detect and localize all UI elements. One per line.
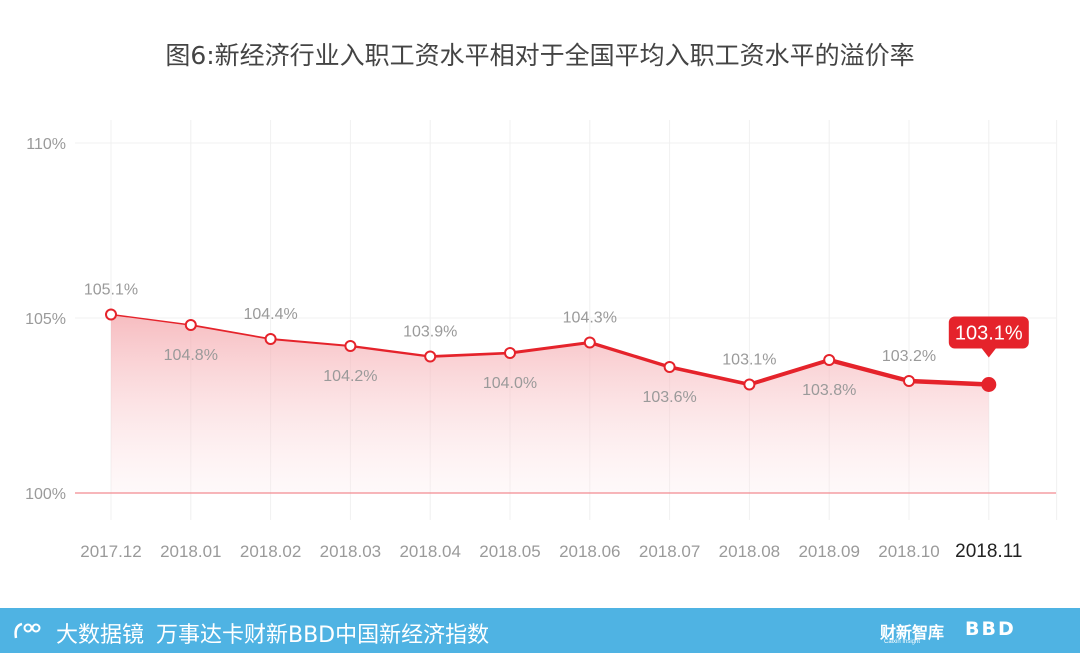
data-point bbox=[184, 319, 197, 331]
line-chart: 110% 105% 100% 105.1% 104.8% 104.4% 104.2% 103.… bbox=[25, 120, 1058, 562]
logo-caixin-sub: Caixin Insight bbox=[884, 639, 921, 645]
x-tick-label: 2018.06 bbox=[559, 542, 620, 561]
x-tick-label: 2018.04 bbox=[399, 542, 460, 561]
series-line-segment bbox=[428, 351, 512, 358]
logo-caixin: 财新智库 bbox=[880, 623, 945, 642]
footer-tagline: 万事达卡财新BBD中国新经济指数 bbox=[156, 623, 490, 648]
data-point bbox=[583, 336, 596, 349]
data-label: 104.8% bbox=[164, 347, 218, 364]
x-tick-label: 2018.11 bbox=[955, 541, 1022, 562]
series-line-segment bbox=[667, 365, 752, 387]
x-tick-label: 2018.10 bbox=[878, 542, 939, 561]
data-label: 103.8% bbox=[802, 382, 856, 399]
data-label: 104.2% bbox=[323, 368, 377, 385]
data-label: 103.2% bbox=[882, 348, 936, 365]
data-point bbox=[823, 354, 836, 366]
logo-bbd: BBD bbox=[965, 618, 1016, 640]
data-point bbox=[264, 333, 277, 345]
data-label: 103.9% bbox=[403, 324, 457, 341]
series-line-segment bbox=[110, 313, 192, 326]
series-line-segment bbox=[189, 324, 272, 340]
x-tick-label: 2018.07 bbox=[639, 542, 700, 561]
data-point bbox=[105, 308, 117, 321]
x-tick-label: 2018.09 bbox=[798, 542, 859, 561]
x-tick-label: 2018.05 bbox=[479, 542, 540, 561]
series-line-segment bbox=[906, 378, 992, 387]
footer-banner: 大数据镜 万事达卡财新BBD中国新经济指数 财新智库 Caixin Insigh… bbox=[0, 608, 1080, 653]
y-tick-label: 100% bbox=[25, 486, 66, 503]
series-line-segment bbox=[588, 340, 672, 369]
series-line-segment bbox=[349, 344, 432, 358]
data-point bbox=[663, 361, 676, 373]
data-point bbox=[344, 340, 357, 352]
data-label: 103.6% bbox=[642, 389, 696, 406]
series-line-segment bbox=[269, 337, 352, 348]
highlight-callout-pointer bbox=[981, 348, 996, 358]
highlight-callout-label: 103.1% bbox=[955, 323, 1023, 345]
data-label: 104.4% bbox=[243, 306, 297, 323]
data-label: 103.1% bbox=[722, 352, 776, 369]
series-line-segment bbox=[747, 358, 832, 387]
y-tick-label: 110% bbox=[26, 136, 66, 153]
chart-title: 图6:新经济行业入职工资水平相对于全国平均入职工资水平的溢价率 bbox=[165, 41, 915, 70]
logo-mark-icon bbox=[14, 622, 41, 639]
highlight-callout-box bbox=[948, 316, 1029, 349]
x-tick-label: 2018.02 bbox=[240, 542, 301, 561]
data-point bbox=[424, 350, 437, 363]
data-point-highlight bbox=[981, 377, 997, 392]
data-label: 104.3% bbox=[563, 310, 617, 327]
data-point bbox=[743, 378, 756, 391]
data-point bbox=[504, 347, 516, 359]
x-tick-label: 2018.08 bbox=[719, 542, 780, 561]
x-tick-label: 2018.01 bbox=[160, 542, 221, 561]
x-tick-label: 2017.12 bbox=[80, 542, 141, 561]
x-tick-label: 2018.03 bbox=[320, 542, 381, 561]
data-point bbox=[903, 375, 915, 387]
logo-text: 大数据镜 bbox=[56, 623, 145, 648]
series-line-segment bbox=[827, 357, 912, 384]
data-label: 104.0% bbox=[483, 375, 537, 392]
y-tick-label: 105% bbox=[25, 311, 66, 328]
series-line-segment bbox=[508, 341, 592, 355]
series-area bbox=[111, 314, 989, 493]
data-label: 105.1% bbox=[84, 282, 138, 299]
